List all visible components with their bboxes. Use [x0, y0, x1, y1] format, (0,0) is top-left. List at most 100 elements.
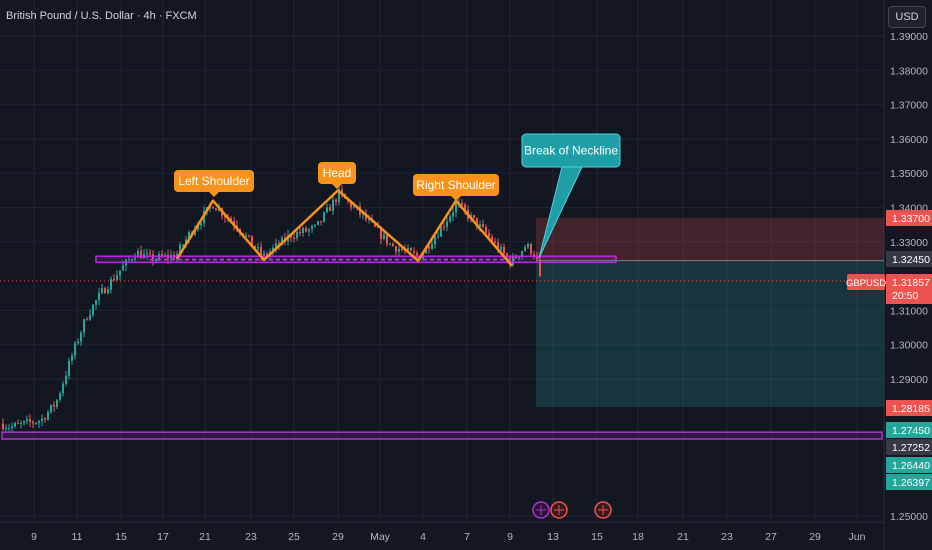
candle-body [47, 412, 49, 420]
callout-box [318, 162, 356, 184]
price-tag: 1.27450 [886, 422, 932, 438]
price-tag-value: 1.33700 [892, 213, 930, 225]
candle-body [281, 237, 283, 246]
candle-body [350, 201, 352, 208]
y-tick-label: 1.30000 [890, 340, 928, 352]
candle-body [8, 427, 10, 429]
candle-body [476, 217, 478, 228]
current-price-tag-bg [886, 274, 932, 304]
candle-body [26, 419, 28, 422]
candle-body [92, 304, 94, 315]
x-tick-label: 21 [199, 531, 211, 543]
x-tick-label: 29 [809, 531, 821, 543]
candle-body [53, 404, 55, 407]
candle-body [473, 215, 475, 218]
y-tick-label: 1.39000 [890, 31, 928, 43]
candle-body [32, 421, 34, 424]
candle-body [146, 253, 148, 255]
price-tag-value: 1.26397 [892, 477, 930, 489]
candle-body [161, 254, 163, 257]
candle-body [305, 228, 307, 232]
candle-body [431, 244, 433, 249]
take-profit-zone [536, 260, 884, 408]
candle-body [515, 256, 517, 259]
candle-body [440, 226, 442, 237]
candle-body [317, 221, 319, 225]
candle-body [506, 253, 508, 258]
candle-body [248, 235, 250, 237]
candle-body [335, 199, 337, 202]
current-price-value: 1.31857 [892, 277, 930, 289]
candle-body [386, 234, 388, 245]
x-tick-label: May [370, 531, 391, 543]
currency-button[interactable]: USD [888, 6, 926, 28]
callout-box [521, 133, 621, 168]
candle-body [215, 208, 217, 211]
candle-body [257, 247, 259, 249]
candle-body [113, 278, 115, 281]
candle-body [461, 202, 463, 205]
right-shoulder-callout-label: Right Shoulder [416, 178, 495, 192]
flash-event-icon [532, 501, 550, 519]
price-tag: 1.26397 [886, 474, 932, 490]
price-tag-bg [886, 474, 932, 490]
candle-body [380, 227, 382, 240]
candle-body [278, 243, 280, 246]
candle-body [368, 219, 370, 221]
y-tick-label: 1.33000 [890, 237, 928, 249]
candle-body [200, 223, 202, 226]
candle-body [329, 207, 331, 211]
head-callout: Head [318, 162, 356, 189]
candle-body [479, 224, 481, 228]
candle-body [122, 265, 124, 271]
candle-body [293, 237, 295, 239]
candle-body [524, 247, 526, 251]
candle-body [134, 257, 136, 260]
candle-body [452, 212, 454, 217]
price-tag: 1.27252 [886, 439, 932, 455]
candle-body [110, 278, 112, 290]
candle-body [101, 288, 103, 293]
candle-body [485, 226, 487, 234]
callout-pointer [451, 196, 461, 201]
price-tag-bg [886, 251, 932, 267]
candle-body [398, 248, 400, 252]
x-tick-label: 23 [721, 531, 733, 543]
candle-body [494, 241, 496, 243]
candle-body [491, 236, 493, 242]
chart-title[interactable]: British Pound / U.S. Dollar · 4h · FXCM [6, 10, 197, 22]
candle-body [464, 204, 466, 211]
candle-body [500, 246, 502, 250]
candle-body [152, 254, 154, 262]
candle-body [212, 206, 214, 209]
candle-body [89, 314, 91, 320]
candles [2, 185, 541, 433]
candle-body [188, 232, 190, 240]
candle-body [5, 428, 7, 430]
countdown-time: 20:50 [892, 290, 918, 302]
candle-body [107, 289, 109, 294]
right-shoulder-callout: Right Shoulder [413, 174, 499, 201]
candle-body [119, 270, 121, 276]
symbol-tag-label: GBPUSD [846, 278, 886, 289]
price-tag-value: 1.27450 [892, 425, 930, 437]
candle-body [14, 423, 16, 427]
candle-body [488, 233, 490, 237]
candle-body [149, 253, 151, 255]
candle-body [38, 421, 40, 423]
y-tick-label: 1.38000 [890, 65, 928, 77]
break-of-neckline-callout-label: Break of Neckline [524, 144, 618, 158]
stop-loss-zone [536, 217, 884, 261]
candle-body [290, 235, 292, 238]
candle-body [98, 292, 100, 301]
candle-body [383, 234, 385, 240]
candle-body [260, 247, 262, 256]
candle-body [527, 244, 529, 248]
y-tick-label: 1.35000 [890, 168, 928, 180]
candle-body [443, 226, 445, 228]
candle-body [254, 245, 256, 249]
candle-body [68, 360, 70, 376]
candle-body [197, 225, 199, 230]
